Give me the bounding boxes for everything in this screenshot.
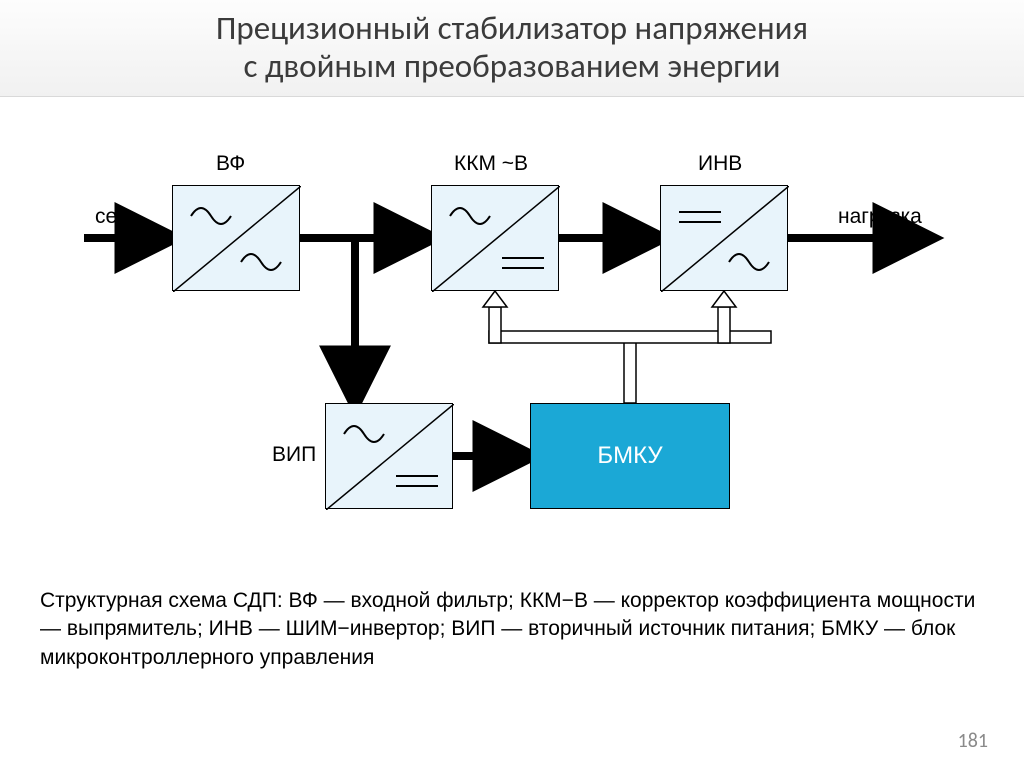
label-inv: ИНВ xyxy=(698,152,742,176)
bmku-text: БМКУ xyxy=(597,442,662,470)
caption: Структурная схема СДП: ВФ — входной филь… xyxy=(0,587,1024,672)
label-kkm: ККМ ~В xyxy=(454,152,528,176)
slide-title-bar: Прецизионный стабилизатор напряжения с д… xyxy=(0,0,1024,97)
page-number: 181 xyxy=(958,729,988,753)
title-line-2: с двойным преобразованием энергии xyxy=(244,46,781,86)
label-vip: ВИП xyxy=(272,443,316,467)
slide-title: Прецизионный стабилизатор напряжения с д… xyxy=(216,10,808,86)
label-input: сеть xyxy=(95,205,137,229)
title-line-1: Прецизионный стабилизатор напряжения xyxy=(216,8,808,48)
block-vf xyxy=(172,185,300,291)
block-vip xyxy=(325,403,453,509)
block-bmku: БМКУ xyxy=(530,403,730,509)
block-kkm xyxy=(431,185,559,291)
label-output: нагрузка xyxy=(838,205,922,229)
diagram-canvas: сеть нагрузка ВФ ККМ ~В ИНВ ВИП БМ xyxy=(0,97,1024,587)
label-vf: ВФ xyxy=(216,152,245,176)
block-inv xyxy=(660,185,788,291)
